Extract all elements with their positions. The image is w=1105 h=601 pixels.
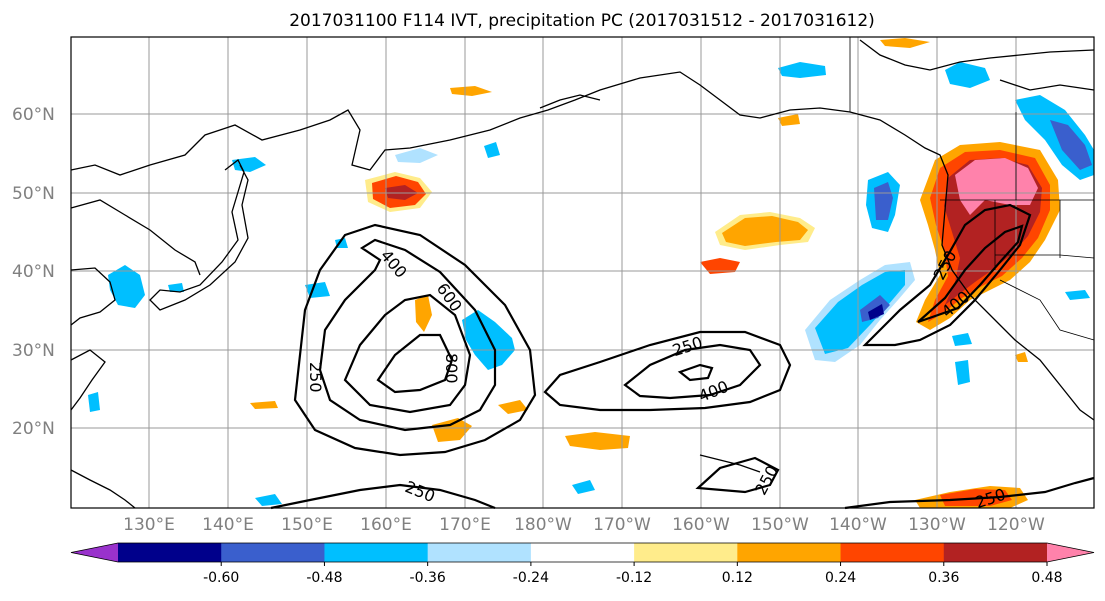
ivt-contour-250: [293, 223, 537, 457]
ivt-contour-250: [844, 476, 1095, 510]
precip-negative-area: [108, 265, 145, 308]
lon-label: 170°W: [593, 515, 651, 535]
precip-negative-area: [778, 62, 826, 78]
colorbar-segment: [943, 543, 1048, 562]
lon-label: 140°E: [202, 515, 254, 535]
precip-negative-area: [955, 360, 970, 385]
lon-label: 120°W: [987, 515, 1045, 535]
colorbar-tick-label: -0.36: [410, 570, 446, 586]
colorbar-tick-label: -0.12: [616, 570, 652, 586]
precip-negative-area: [868, 304, 884, 320]
precip-negative-area: [462, 310, 515, 370]
colorbar-ticks: -0.60 -0.48 -0.36 -0.24 -0.12 0.12 0.24 0.36 0.4…: [203, 562, 1063, 586]
colorbar-segment: [221, 543, 325, 562]
colorbar-segment: [118, 543, 222, 562]
colorbar-segment: [324, 543, 429, 562]
colorbar-outline: [70, 542, 1095, 563]
colorbar-segments: [70, 542, 1095, 563]
precip-negative-area: [395, 148, 438, 163]
ivt-contour-250: [270, 483, 496, 510]
precip-positive-area: [880, 38, 930, 48]
lat-label: 60°N: [12, 105, 55, 125]
borders: [849, 37, 1095, 341]
colorbar: -0.60 -0.48 -0.36 -0.24 -0.12 0.12 0.24 0.36 0.4…: [70, 542, 1095, 586]
contour-label: 800: [442, 353, 461, 384]
colorbar-segment: [427, 543, 532, 562]
colorbar-tick-label: 0.12: [722, 570, 753, 586]
lat-label: 20°N: [12, 419, 55, 439]
precip-positive-area: [565, 432, 630, 450]
colorbar-tick-label: 0.48: [1031, 570, 1062, 586]
map-panel: 400 600 800 250 250 400 250 400 250 250 …: [70, 36, 1095, 512]
lon-label: 150°W: [751, 515, 809, 535]
lon-label: 160°E: [360, 515, 412, 535]
ivt-contour-400: [623, 343, 762, 400]
colorbar-segment: [530, 543, 635, 562]
precip-negative-area: [484, 142, 500, 158]
ivt-contours: [270, 203, 1095, 510]
precip-positive-area: [498, 400, 528, 414]
contour-label: 250: [306, 362, 325, 393]
precip-negative-area: [945, 62, 990, 88]
ivt-contour-400: [917, 224, 1024, 324]
ivt-contour-250: [543, 330, 792, 412]
lat-label: 50°N: [12, 184, 55, 204]
lon-label: 150°E: [281, 515, 333, 535]
lon-label: 180°W: [514, 515, 572, 535]
lat-label: 30°N: [12, 341, 55, 361]
colorbar-extend-low: [71, 543, 118, 562]
precip-positive-area: [432, 418, 472, 442]
lon-label: 130°E: [123, 515, 175, 535]
ivt-contour-250: [695, 456, 780, 494]
colorbar-tick-label: 0.24: [825, 570, 856, 586]
precip-positive-area: [955, 158, 1038, 215]
precip-positive-area: [778, 114, 800, 126]
ivt-contour-400: [318, 238, 497, 432]
precip-negative-area: [232, 157, 266, 172]
precip-negative-area: [952, 333, 972, 346]
colorbar-tick-label: -0.48: [306, 570, 342, 586]
precip-negative-area: [572, 480, 595, 494]
lon-label: 160°W: [672, 515, 730, 535]
colorbar-tick-label: 0.36: [928, 570, 959, 586]
precip-negative-area: [255, 494, 282, 506]
precip-negative-area: [168, 283, 184, 292]
colorbar-segment: [737, 543, 842, 562]
ivt-contour-600: [343, 293, 472, 414]
ivt-contour-800: [376, 333, 454, 394]
longitude-labels: 130°E 140°E 150°E 160°E 170°E 180°W 170°…: [123, 515, 1045, 535]
lat-label: 40°N: [12, 262, 55, 282]
colorbar-tick-label: -0.60: [203, 570, 239, 586]
colorbar-extend-high: [1047, 543, 1094, 562]
colorbar-segment: [634, 543, 738, 562]
lon-label: 140°W: [829, 515, 887, 535]
precip-positive-area: [1015, 352, 1028, 362]
precip-negative-area: [874, 182, 893, 220]
lon-label: 170°E: [439, 515, 491, 535]
latitude-labels: 60°N 50°N 40°N 30°N 20°N: [12, 105, 55, 439]
precip-positive-area: [250, 401, 278, 409]
precip-positive-area: [415, 295, 432, 332]
precip-positive-area: [722, 216, 808, 246]
ivt-contour-250: [862, 203, 1032, 347]
precip-negative-area: [815, 270, 905, 354]
ivt-contour-600: [677, 363, 714, 382]
map-title: 2017031100 F114 IVT, precipitation PC (2…: [289, 11, 875, 31]
lon-label: 130°W: [908, 515, 966, 535]
precip-positive-area: [450, 86, 492, 96]
precip-negative-area: [1065, 290, 1090, 300]
precip-negative-area: [88, 392, 100, 412]
precip-positive-area: [700, 258, 740, 274]
precip-negative-area: [1050, 120, 1092, 170]
colorbar-segment: [840, 543, 945, 562]
colorbar-tick-label: -0.24: [513, 570, 549, 586]
